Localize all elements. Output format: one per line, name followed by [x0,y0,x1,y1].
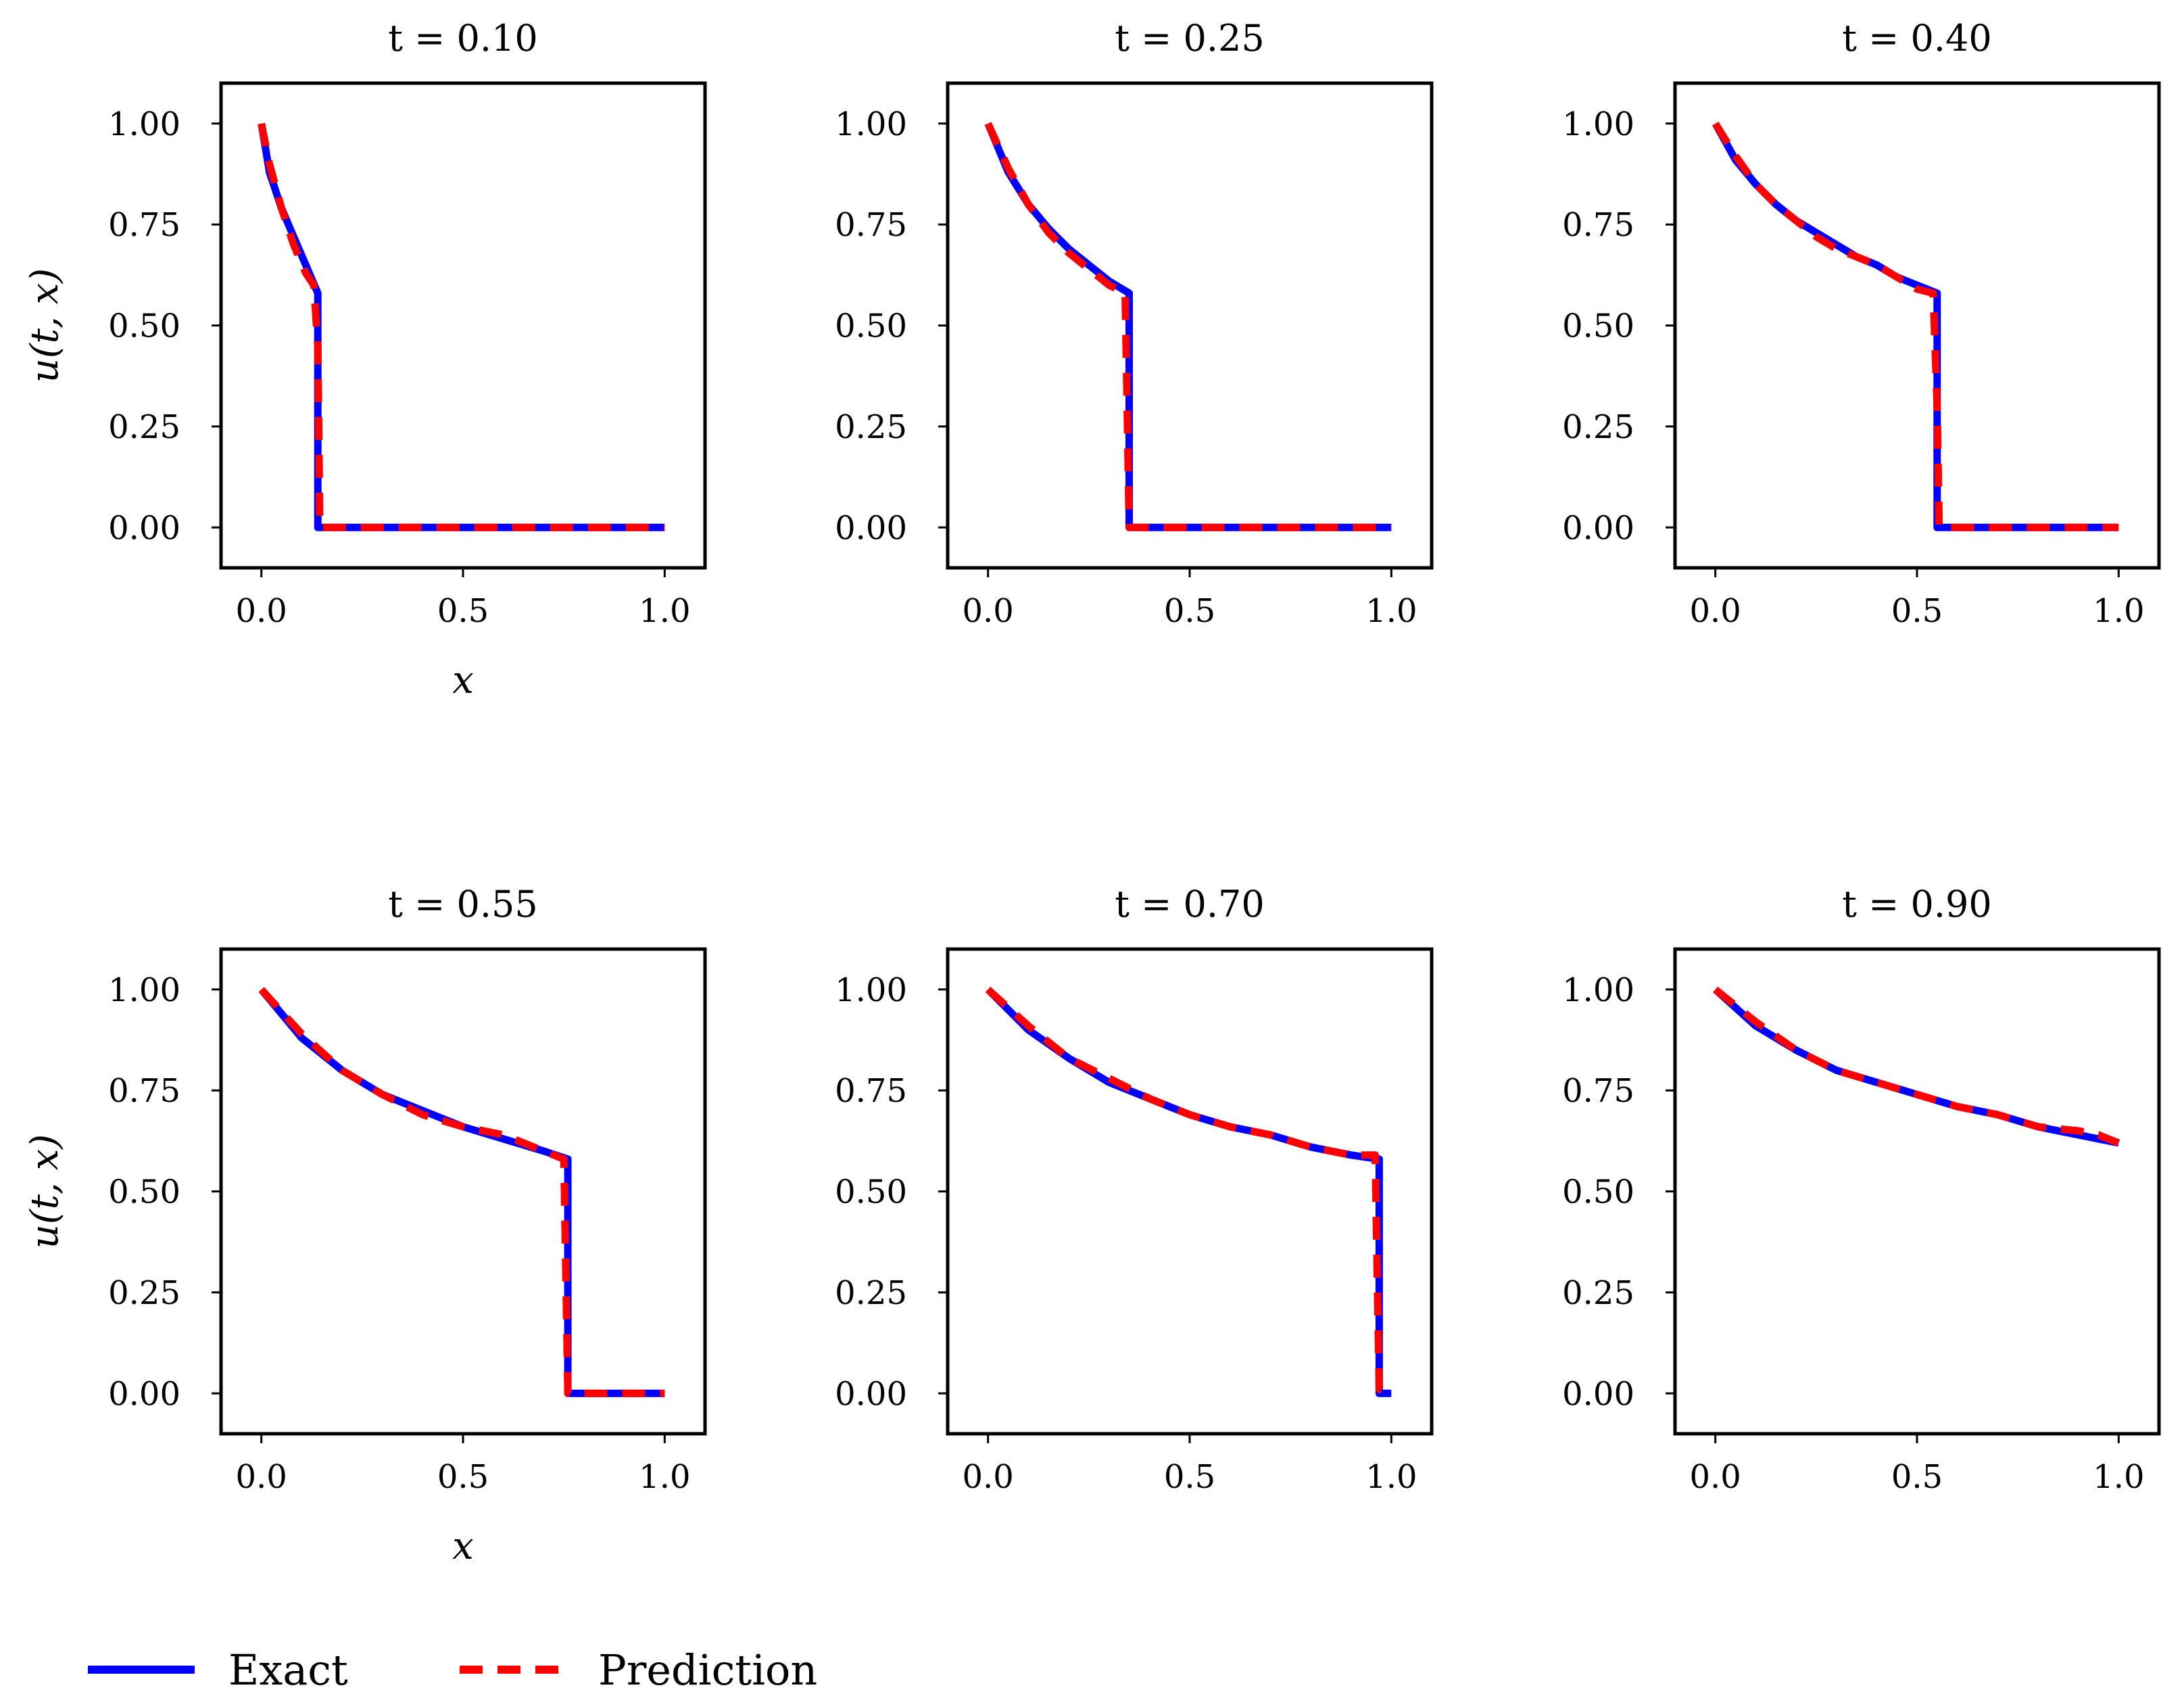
x-tick-label: 1.0 [1365,1458,1417,1496]
y-axis-label: u(t, x) [23,1134,67,1249]
y-tick-label: 0.75 [835,206,907,244]
y-tick-label: 0.75 [835,1072,907,1110]
x-tick-label: 1.0 [1365,592,1417,630]
x-tick-label: 0.0 [1689,592,1741,630]
subplot-4: t = 0.55 0.0 0.5 1.0 0.00 0.25 0.50 0.75 1.00 x u(… [23,883,707,1568]
y-tick-label: 0.25 [835,408,907,446]
series-exact-line [984,122,1392,531]
x-tick-label: 0.5 [1891,592,1943,630]
y-tick-label: 1.00 [1562,971,1634,1009]
x-tick-label: 1.0 [2093,1458,2144,1496]
x-axis-label: x [452,1524,474,1568]
y-tick-label: 0.25 [835,1274,907,1312]
y-tick-label: 0.00 [108,509,180,547]
x-tick-label: 0.5 [1891,1458,1943,1496]
y-tick-label: 0.00 [1562,509,1634,547]
x-tick-label: 1.0 [639,1458,690,1496]
panel-title: t = 0.70 [1115,883,1265,925]
subplot-2: t = 0.25 0.0 0.5 1.0 0.00 0.25 0.50 0.75 1.00 [835,17,1434,630]
panel-title: t = 0.55 [388,883,538,925]
y-tick-label: 1.00 [835,971,907,1009]
axes-frame [1673,81,2161,570]
x-tick-label: 0.0 [235,1458,287,1496]
axes-frame [946,81,1434,570]
y-tick-label: 0.75 [1562,206,1634,244]
y-tick-label: 0.75 [108,206,180,244]
panel-title: t = 0.40 [1842,17,1992,59]
x-tick-label: 0.0 [235,592,287,630]
subplot-6: t = 0.90 0.0 0.5 1.0 0.00 0.25 0.50 0.75 1.00 [1562,883,2161,1496]
y-tick-label: 0.00 [835,509,907,547]
subplot-5: t = 0.70 0.0 0.5 1.0 0.00 0.25 0.50 0.75 1.00 [835,883,1434,1496]
x-tick-label: 0.0 [1689,1458,1741,1496]
y-tick-label: 0.50 [835,1173,907,1211]
y-tick-label: 0.50 [108,1173,180,1211]
series-prediction-line [1713,986,2120,1146]
y-tick-label: 0.25 [108,408,180,446]
panel-title: t = 0.90 [1842,883,1992,925]
x-tick-label: 0.0 [962,1458,1013,1496]
subplot-1: t = 0.10 0.0 0.5 1.0 0.00 0.25 0.50 0.75 1.00 x u(… [23,17,707,702]
y-tick-label: 0.50 [108,308,180,345]
series-exact-line [1712,122,2119,531]
y-tick-label: 1.00 [835,105,907,143]
y-tick-label: 1.00 [108,105,180,143]
legend: Exact Prediction [88,1645,817,1694]
x-tick-label: 1.0 [639,592,690,630]
axes-frame [946,947,1434,1436]
x-tick-label: 1.0 [2093,592,2144,630]
x-tick-label: 0.5 [437,592,489,630]
axes-frame [1673,947,2161,1436]
axes-frame [219,81,707,570]
y-tick-label: 0.00 [108,1375,180,1413]
x-tick-label: 0.5 [1164,592,1215,630]
y-tick-label: 0.25 [108,1274,180,1312]
series-prediction-line [984,122,1392,531]
y-tick-label: 0.25 [1562,1274,1634,1312]
y-tick-label: 0.25 [1562,408,1634,446]
y-tick-label: 0.50 [835,308,907,345]
y-tick-label: 0.50 [1562,308,1634,345]
panel-title: t = 0.10 [388,17,538,59]
legend-prediction-label: Prediction [598,1645,817,1694]
axes-frame [219,947,707,1436]
y-tick-label: 0.00 [835,1375,907,1413]
y-axis-label: u(t, x) [23,268,67,383]
y-tick-label: 0.75 [108,1072,180,1110]
y-tick-label: 0.75 [1562,1072,1634,1110]
legend-exact-label: Exact [228,1645,348,1694]
panel-title: t = 0.25 [1115,17,1265,59]
y-tick-label: 0.00 [1562,1375,1634,1413]
series-prediction-line [1712,121,2119,531]
series-exact-line [985,986,1392,1397]
series-prediction-line [258,987,665,1397]
x-tick-label: 0.0 [962,592,1013,630]
x-tick-label: 0.5 [1164,1458,1215,1496]
y-tick-label: 1.00 [108,971,180,1009]
subplot-3: t = 0.40 0.0 0.5 1.0 0.00 0.25 0.50 0.75 1.00 [1562,17,2161,630]
series-exact-line [1713,986,2120,1147]
series-prediction-line [986,986,1392,1393]
series-prediction-line [258,122,665,531]
y-tick-label: 1.00 [1562,105,1634,143]
y-tick-label: 0.50 [1562,1173,1634,1211]
x-tick-label: 0.5 [437,1458,489,1496]
x-axis-label: x [452,658,474,702]
